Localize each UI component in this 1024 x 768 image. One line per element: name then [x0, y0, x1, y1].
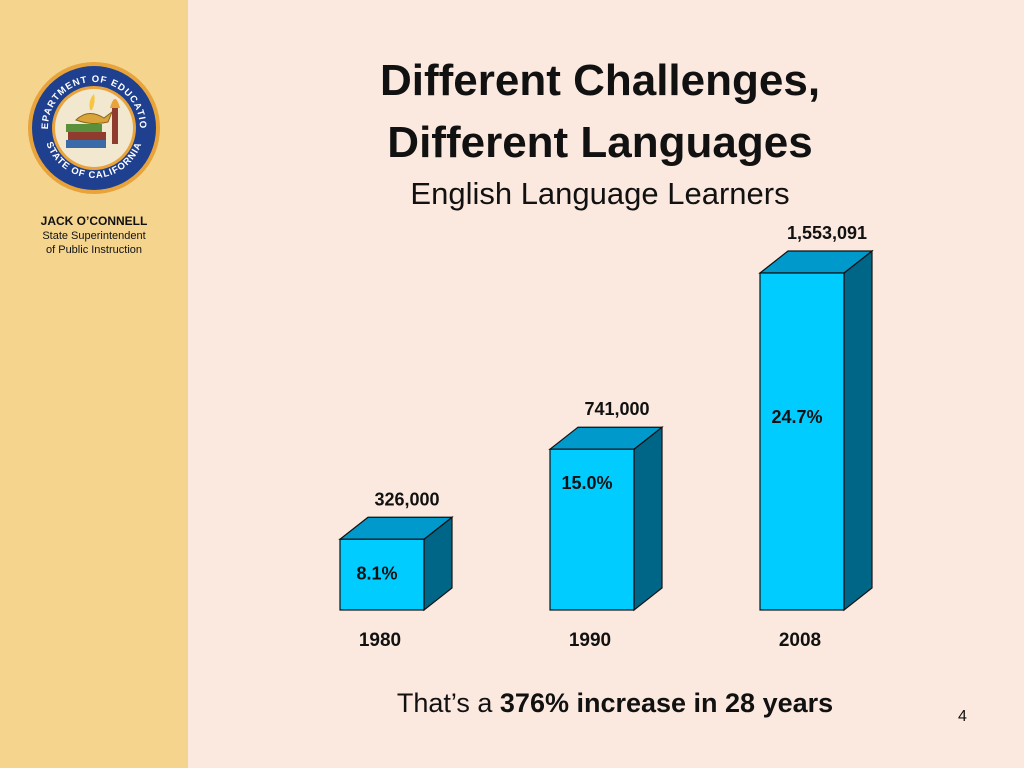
value-label-2008: 1,553,091: [787, 223, 867, 243]
percent-label-2008: 24.7%: [771, 407, 822, 427]
x-tick-label-2008: 2008: [779, 630, 821, 651]
department-of-education-seal-icon: DEPARTMENT OF EDUCATION STATE OF CALIFOR…: [26, 60, 160, 194]
slide-title-line1: Different Challenges,: [379, 56, 821, 105]
sidebar: DEPARTMENT OF EDUCATION STATE OF CALIFOR…: [0, 0, 188, 768]
percent-label-1990: 15.0%: [561, 473, 612, 493]
slide-title-line2: Different Languages: [387, 118, 813, 167]
footer-prefix: That’s a: [396, 688, 500, 718]
value-label-1990: 741,000: [584, 399, 649, 419]
x-tick-label-1980: 1980: [359, 630, 401, 651]
x-tick-label-1990: 1990: [569, 630, 611, 651]
percent-label-1980: 8.1%: [356, 563, 397, 583]
slide-subtitle: English Language Learners: [410, 176, 790, 211]
bar-front-2008: [759, 272, 845, 611]
presenter-role-line2: of Public Instruction: [46, 244, 142, 256]
presenter-name: JACK O’CONNELL: [40, 214, 148, 228]
bar-side-1990: [633, 425, 663, 612]
footer-highlight: 376% increase in 28 years: [499, 688, 834, 718]
presenter-block: JACK O’CONNELL State Superintendent of P…: [0, 214, 188, 257]
footer-statement: That’s a 376% increase in 28 years: [300, 688, 930, 719]
bar-front-1990: [549, 448, 635, 611]
bar-front-1980: [339, 538, 425, 611]
bar-side-2008: [843, 249, 873, 612]
page-number: 4: [958, 708, 967, 725]
value-label-1980: 326,000: [374, 489, 439, 509]
presenter-role-line1: State Superintendent: [42, 230, 146, 242]
